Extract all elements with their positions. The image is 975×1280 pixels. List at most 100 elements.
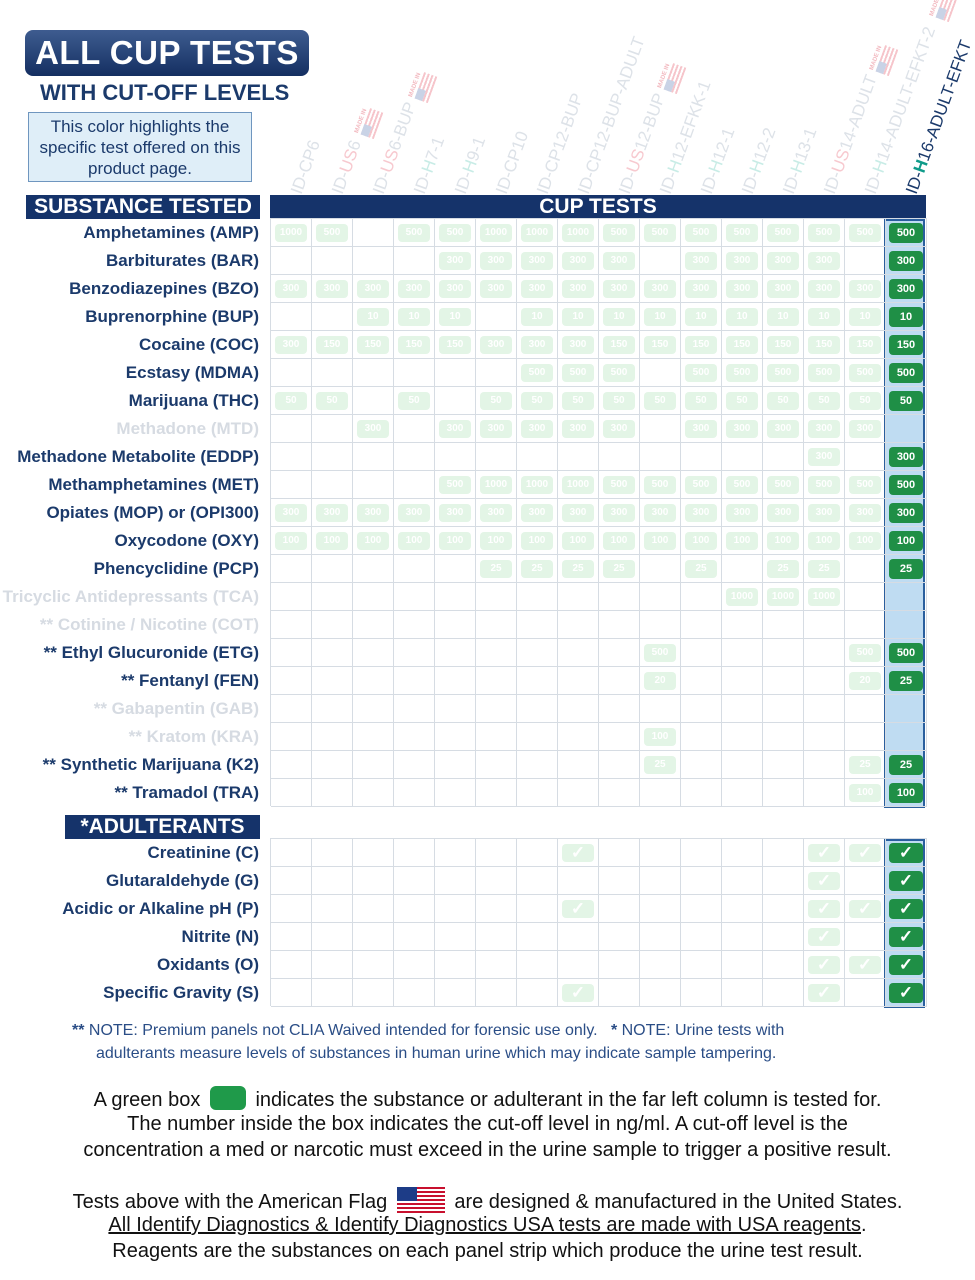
- table-cell: [763, 443, 804, 471]
- table-cell: [271, 695, 312, 723]
- table-cell: 150: [886, 331, 927, 359]
- table-cell: [640, 583, 681, 611]
- table-cell: [476, 979, 517, 1007]
- table-cell: [312, 779, 353, 807]
- table-cell: [312, 951, 353, 979]
- table-cell: [681, 583, 722, 611]
- table-cell: [517, 923, 558, 951]
- cutoff-value: 500: [316, 224, 348, 242]
- made-in-usa-flag-icon: MADE IN: [869, 40, 900, 76]
- table-cell: [312, 639, 353, 667]
- table-cell: 150: [394, 331, 435, 359]
- table-cell: ✓: [804, 951, 845, 979]
- cutoff-value: 25: [767, 560, 799, 578]
- table-cell: 50: [599, 387, 640, 415]
- table-cell: ✓: [558, 979, 599, 1007]
- table-cell: [435, 695, 476, 723]
- table-cell: [312, 923, 353, 951]
- table-cell: [763, 839, 804, 867]
- page-title: ALL CUP TESTS: [25, 30, 309, 76]
- table-cell: [599, 979, 640, 1007]
- table-cell: [886, 415, 927, 443]
- cutoff-value: 300: [767, 420, 799, 438]
- table-cell: ✓: [845, 895, 886, 923]
- table-cell: [599, 923, 640, 951]
- cutoff-explanation-2: concentration a med or narcotic must exc…: [83, 1139, 892, 1161]
- table-cell: 25: [886, 667, 927, 695]
- table-cell: 300: [845, 499, 886, 527]
- substance-label: ** Cotinine / Nicotine (COT): [39, 615, 259, 634]
- table-cell: [353, 751, 394, 779]
- cutoff-value: 100: [808, 532, 840, 550]
- table-cell: [722, 751, 763, 779]
- table-cell: ✓: [886, 867, 927, 895]
- table-cell: [804, 667, 845, 695]
- table-cell: [681, 839, 722, 867]
- substance-label: Phencyclidine (PCP): [93, 559, 259, 578]
- cutoff-value: 25: [889, 559, 923, 579]
- table-cell: [558, 867, 599, 895]
- table-cell: 500: [845, 219, 886, 247]
- table-cell: [476, 443, 517, 471]
- flag-legend-pre: Tests above with the American Flag: [72, 1191, 388, 1213]
- table-cell: [804, 779, 845, 807]
- adulterant-label: Acidic or Alkaline pH (P): [62, 899, 259, 918]
- table-cell: [558, 443, 599, 471]
- table-cell: [517, 667, 558, 695]
- cutoff-value: 300: [685, 420, 717, 438]
- column-header-part: 14-ADULT: [835, 72, 881, 153]
- table-cell: 300: [271, 275, 312, 303]
- table-cell: [845, 611, 886, 639]
- table-cell: [271, 471, 312, 499]
- table-cell: 300: [804, 443, 845, 471]
- table-cell: [640, 611, 681, 639]
- table-cell: [435, 583, 476, 611]
- table-cell: ✓: [886, 951, 927, 979]
- table-cell: [394, 723, 435, 751]
- substance-label: Benzodiazepines (BZO): [69, 279, 259, 298]
- table-cell: 300: [681, 415, 722, 443]
- table-cell: 500: [517, 359, 558, 387]
- table-cell: 100: [845, 527, 886, 555]
- cutoff-value: 1000: [480, 476, 512, 494]
- table-cell: 25: [517, 555, 558, 583]
- cutoff-value: 500: [889, 475, 923, 495]
- table-cell: [599, 723, 640, 751]
- table-cell: [763, 751, 804, 779]
- cutoff-value: 300: [521, 420, 553, 438]
- cutoff-value: 300: [889, 503, 923, 523]
- cutoff-value: 25: [849, 756, 881, 774]
- table-cell: 300: [804, 275, 845, 303]
- table-cell: [640, 951, 681, 979]
- table-cell: 50: [558, 387, 599, 415]
- table-cell: 300: [435, 499, 476, 527]
- table-cell: [845, 723, 886, 751]
- table-cell: [599, 751, 640, 779]
- table-cell: 500: [886, 639, 927, 667]
- table-cell: 300: [763, 415, 804, 443]
- row-divider: [271, 838, 927, 839]
- cutoff-value: 300: [889, 251, 923, 271]
- cutoff-value: 1000: [521, 476, 553, 494]
- cutoff-value: 500: [808, 476, 840, 494]
- table-cell: 300: [886, 247, 927, 275]
- table-cell: 25: [476, 555, 517, 583]
- cutoff-value: 150: [726, 336, 758, 354]
- table-cell: 25: [886, 751, 927, 779]
- table-cell: [312, 443, 353, 471]
- table-cell: [394, 471, 435, 499]
- check-icon: ✓: [808, 872, 840, 890]
- table-cell: [435, 667, 476, 695]
- substance-label: ** Ethyl Glucuronide (ETG): [43, 643, 259, 662]
- cutoff-value: 100: [480, 532, 512, 550]
- table-cell: 100: [845, 779, 886, 807]
- table-cell: 300: [763, 499, 804, 527]
- table-cell: 50: [517, 387, 558, 415]
- column-header-part: CP10: [499, 128, 533, 176]
- made-in-usa-flag-icon: MADE IN: [657, 59, 688, 95]
- cutoff-value: 500: [889, 363, 923, 383]
- table-cell: 10: [599, 303, 640, 331]
- table-cell: [681, 639, 722, 667]
- table-cell: [558, 923, 599, 951]
- table-cell: [722, 695, 763, 723]
